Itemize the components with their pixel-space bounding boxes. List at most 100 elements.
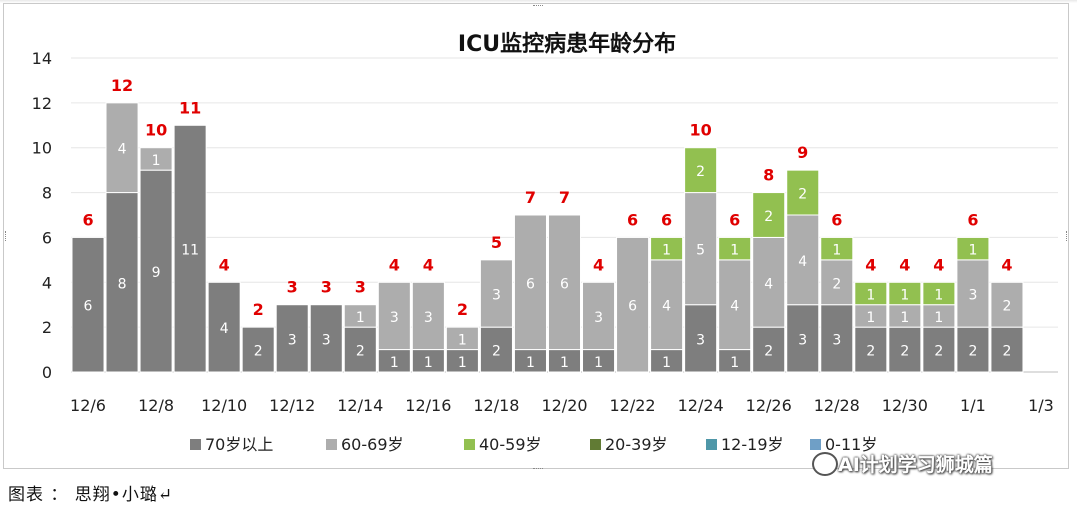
total-value-label: 8: [763, 166, 774, 185]
bar-segment-12/20-60-69岁: [547, 214, 582, 351]
total-value-label: 5: [491, 233, 502, 252]
x-tick-label: 12/8: [138, 396, 174, 415]
segment-value-label: 1: [934, 310, 943, 326]
bar-segment-12/10-70岁以上: [207, 281, 241, 373]
segment-value-label: 1: [390, 355, 399, 371]
segment-value-label: 3: [492, 288, 501, 304]
bar-segment-12/18-60-69岁: [479, 259, 513, 328]
total-value-label: 6: [729, 210, 740, 229]
segment-value-label: 1: [458, 332, 467, 348]
total-value-label: 4: [865, 255, 876, 274]
y-tick-label: 6: [42, 228, 52, 247]
segment-value-label: 3: [424, 310, 433, 326]
wechat-icon: [812, 452, 838, 476]
bar-segment-12/23-40-59岁: [650, 236, 684, 261]
legend-swatch: [190, 439, 201, 450]
bar-segment-12/28-70岁以上: [820, 304, 854, 373]
bar-segment-12/7-70岁以上: [105, 192, 139, 373]
resize-handle-left[interactable]: [5, 231, 10, 241]
bar-segment-12/24-70岁以上: [684, 304, 718, 373]
bar-segment-12/25-40-59岁: [718, 236, 752, 261]
segment-value-label: 1: [730, 355, 739, 371]
bar-segment-12/7-60-69岁: [105, 102, 139, 194]
bar-segment-1/2-60-69岁: [990, 281, 1024, 328]
total-value-label: 3: [355, 278, 366, 297]
segment-value-label: 2: [764, 209, 773, 225]
segment-value-label: 1: [934, 288, 943, 304]
x-tick-label: 12/10: [201, 396, 247, 415]
segment-value-label: 9: [152, 265, 161, 281]
legend-swatch: [810, 439, 821, 450]
total-value-label: 4: [1001, 255, 1012, 274]
bar-segment-12/27-70岁以上: [786, 304, 820, 373]
x-tick-label: 12/24: [678, 396, 724, 415]
segment-value-label: 2: [764, 344, 773, 360]
segment-value-label: 4: [662, 299, 671, 315]
bar-segment-12/17-60-69岁: [445, 326, 479, 351]
total-value-label: 4: [389, 255, 400, 274]
y-tick-label: 12: [32, 94, 52, 113]
bar-segment-12/24-60-69岁: [684, 192, 718, 306]
bar-segment-12/27-40-59岁: [786, 169, 820, 216]
resize-handle-bottom[interactable]: [533, 468, 543, 473]
total-value-label: 6: [82, 210, 93, 229]
segment-value-label: 2: [832, 276, 841, 292]
y-tick-label: 2: [42, 318, 52, 337]
segment-value-label: 6: [526, 276, 535, 292]
bar-segment-12/11-70岁以上: [241, 326, 275, 373]
bar-segment-12/16-60-69岁: [411, 281, 445, 351]
legend-swatch: [464, 439, 475, 450]
total-value-label: 2: [457, 300, 468, 319]
bar-segment-12/6-70岁以上: [71, 236, 105, 373]
legend-label: 60-69岁: [341, 435, 404, 454]
bar-segment-12/21-60-69岁: [582, 281, 616, 351]
segment-value-label: 2: [356, 344, 365, 360]
segment-value-label: 3: [798, 332, 807, 348]
bar-segment-1/1-60-69岁: [956, 259, 990, 328]
bar-segment-12/12-70岁以上: [275, 304, 309, 373]
total-value-label: 6: [967, 210, 978, 229]
resize-handle-top[interactable]: [533, 5, 543, 10]
bar-segment-1/1-40-59岁: [956, 236, 990, 261]
resize-handle-right[interactable]: [1066, 231, 1071, 241]
bar-segment-12/29-40-59岁: [854, 281, 888, 306]
segment-value-label: 1: [152, 153, 161, 169]
segment-value-label: 2: [798, 187, 807, 203]
bar-segment-12/14-60-69岁: [343, 304, 377, 328]
y-tick-label: 8: [42, 184, 52, 203]
bar-segment-12/23-60-69岁: [650, 259, 684, 351]
segment-value-label: 1: [594, 355, 603, 371]
bar-segment-12/19-60-69岁: [513, 214, 547, 351]
total-value-label: 4: [219, 255, 230, 274]
segment-value-label: 3: [594, 310, 603, 326]
legend-label: 12-19岁: [721, 435, 784, 454]
segment-value-label: 6: [560, 276, 569, 292]
x-tick-label: 12/18: [473, 396, 519, 415]
segment-value-label: 1: [900, 310, 909, 326]
bar-segment-12/25-60-69岁: [718, 259, 752, 351]
bar-segment-12/9-70岁以上: [173, 124, 207, 373]
segment-value-label: 5: [696, 243, 705, 259]
y-tick-label: 0: [42, 363, 52, 382]
y-tick-label: 14: [32, 49, 52, 68]
total-value-label: 10: [145, 121, 167, 140]
segment-value-label: 2: [696, 164, 705, 180]
segment-value-label: 1: [730, 243, 739, 259]
y-tick-label: 10: [32, 139, 52, 158]
total-value-label: 4: [899, 255, 910, 274]
segment-value-label: 1: [526, 355, 535, 371]
legend-swatch: [590, 439, 601, 450]
total-value-label: 12: [111, 76, 133, 95]
total-value-label: 6: [627, 210, 638, 229]
x-tick-label: 1/1: [960, 396, 986, 415]
y-tick-label: 4: [42, 273, 52, 292]
bar-segment-12/14-70岁以上: [343, 326, 377, 373]
legend-label: 0-11岁: [825, 435, 877, 454]
x-tick-label: 12/28: [814, 396, 860, 415]
legend: 70岁以上 60-69岁 40-59岁 20-39岁 12-19岁 0-11岁: [190, 435, 877, 454]
legend-swatch: [326, 439, 337, 450]
bar-segment-12/8-60-69岁: [139, 147, 173, 171]
bar-segment-12/31-40-59岁: [922, 281, 956, 306]
